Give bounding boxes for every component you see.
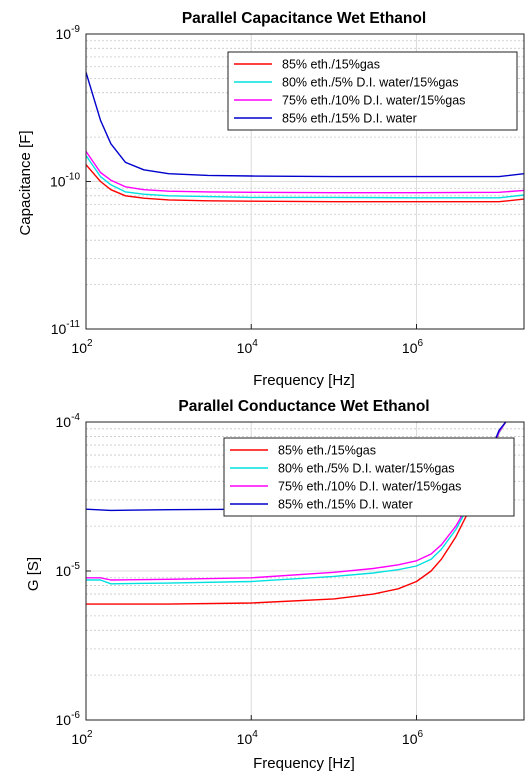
x-tick-label: 102 xyxy=(71,338,93,356)
x-tick-label: 106 xyxy=(402,338,424,356)
legend-label: 85% eth./15% D.I. water xyxy=(278,498,413,512)
y-tick-label: 10-10 xyxy=(50,172,80,190)
x-tick-label: 102 xyxy=(71,729,93,747)
y-tick-label: 10-11 xyxy=(51,319,81,337)
y-axis-label: G [S] xyxy=(25,557,42,591)
x-axis-label: Frequency [Hz] xyxy=(253,372,355,389)
legend-label: 85% eth./15%gas xyxy=(282,58,380,72)
x-tick-label: 104 xyxy=(237,338,259,356)
legend-label: 85% eth./15%gas xyxy=(278,444,376,458)
chart-title: Parallel Conductance Wet Ethanol xyxy=(178,398,429,415)
y-tick-label: 10-6 xyxy=(56,710,81,728)
series-line xyxy=(86,151,524,192)
x-axis-label: Frequency [Hz] xyxy=(253,755,355,772)
legend-label: 80% eth./5% D.I. water/15%gas xyxy=(278,462,454,476)
x-tick-label: 104 xyxy=(237,729,259,747)
y-tick-label: 10-5 xyxy=(56,561,81,579)
conductance-chart: Parallel Conductance Wet Ethanol Frequen… xyxy=(25,398,524,772)
legend-label: 75% eth./10% D.I. water/15%gas xyxy=(282,94,465,108)
y-axis-label: Capacitance [F] xyxy=(17,130,34,235)
legend: 85% eth./15%gas 80% eth./5% D.I. water/15… xyxy=(224,438,514,516)
legend: 85% eth./15%gas 80% eth./5% D.I. water/15… xyxy=(228,52,517,130)
legend-label: 85% eth./15% D.I. water xyxy=(282,112,417,126)
legend-label: 80% eth./5% D.I. water/15%gas xyxy=(282,76,458,90)
x-tick-label: 106 xyxy=(402,729,424,747)
y-tick-label: 10-4 xyxy=(56,412,81,430)
chart-title: Parallel Capacitance Wet Ethanol xyxy=(182,10,426,27)
y-tick-label: 10-9 xyxy=(56,24,81,42)
capacitance-chart: Parallel Capacitance Wet Ethanol Frequen… xyxy=(17,10,524,389)
legend-label: 75% eth./10% D.I. water/15%gas xyxy=(278,480,461,494)
